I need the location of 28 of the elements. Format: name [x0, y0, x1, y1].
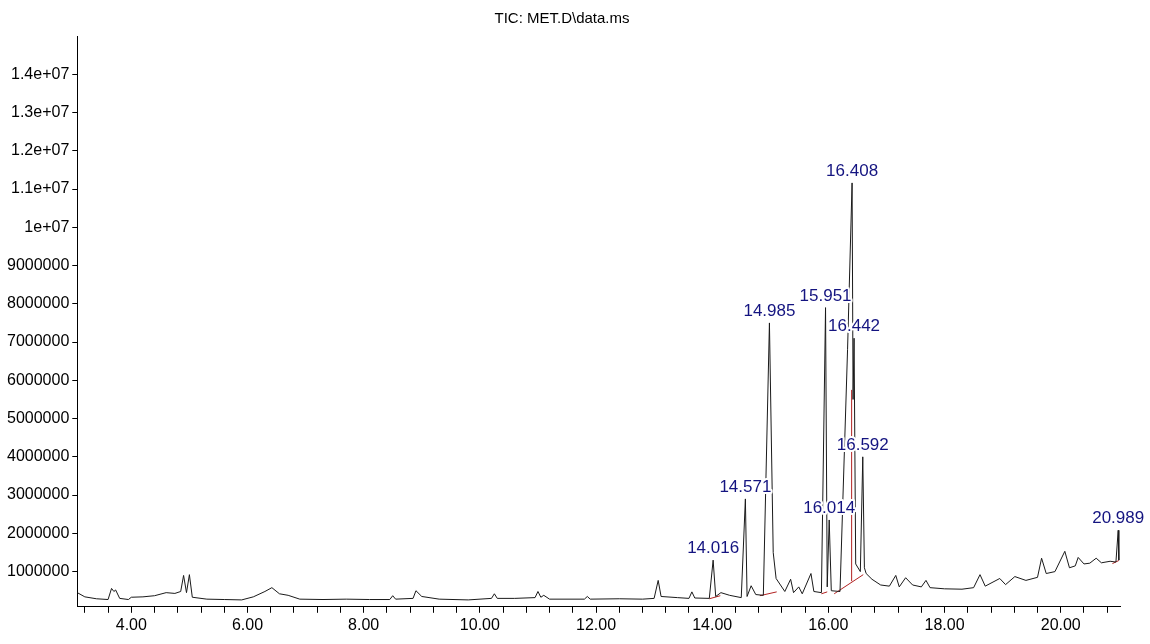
- y-tick-label: 1.1e+07: [11, 179, 70, 197]
- y-tick-label: 4000000: [6, 447, 70, 465]
- y-tick-label: 9000000: [6, 255, 70, 273]
- y-tick-label: 1.2e+07: [11, 141, 70, 159]
- y-tick-label: 1e+07: [24, 217, 70, 235]
- x-tick-label: 8.00: [348, 615, 380, 633]
- y-tick-label: 3000000: [6, 485, 70, 503]
- y-tick-label: 1.3e+07: [11, 102, 70, 120]
- annotation: 16.408: [826, 161, 879, 181]
- x-tick-label: 16.00: [808, 615, 849, 633]
- x-tick-label: 10.00: [459, 615, 500, 633]
- y-tick-label: 6000000: [6, 370, 70, 388]
- annotation: 14.985: [743, 301, 796, 321]
- annotation: 14.016: [687, 538, 740, 558]
- y-tick-label: 8000000: [6, 294, 70, 312]
- x-tick-label: 14.00: [692, 615, 733, 633]
- x-tick-label: 20.00: [1040, 615, 1081, 633]
- x-tick-label: 18.00: [924, 615, 965, 633]
- x-tick-label: 4.00: [115, 615, 147, 633]
- y-tick-label: 1.4e+07: [11, 64, 70, 82]
- annotation: 20.989: [1092, 508, 1145, 528]
- y-tick-label: 2000000: [6, 523, 70, 541]
- y-tick-label: 5000000: [6, 408, 70, 426]
- chart-title: TIC: MET.D\data.ms: [494, 9, 630, 27]
- y-tick-label: 1000000: [6, 562, 70, 580]
- x-tick-label: 6.00: [231, 615, 264, 633]
- y-tick-label: 7000000: [6, 332, 70, 350]
- x-tick-label: 12.00: [576, 615, 617, 633]
